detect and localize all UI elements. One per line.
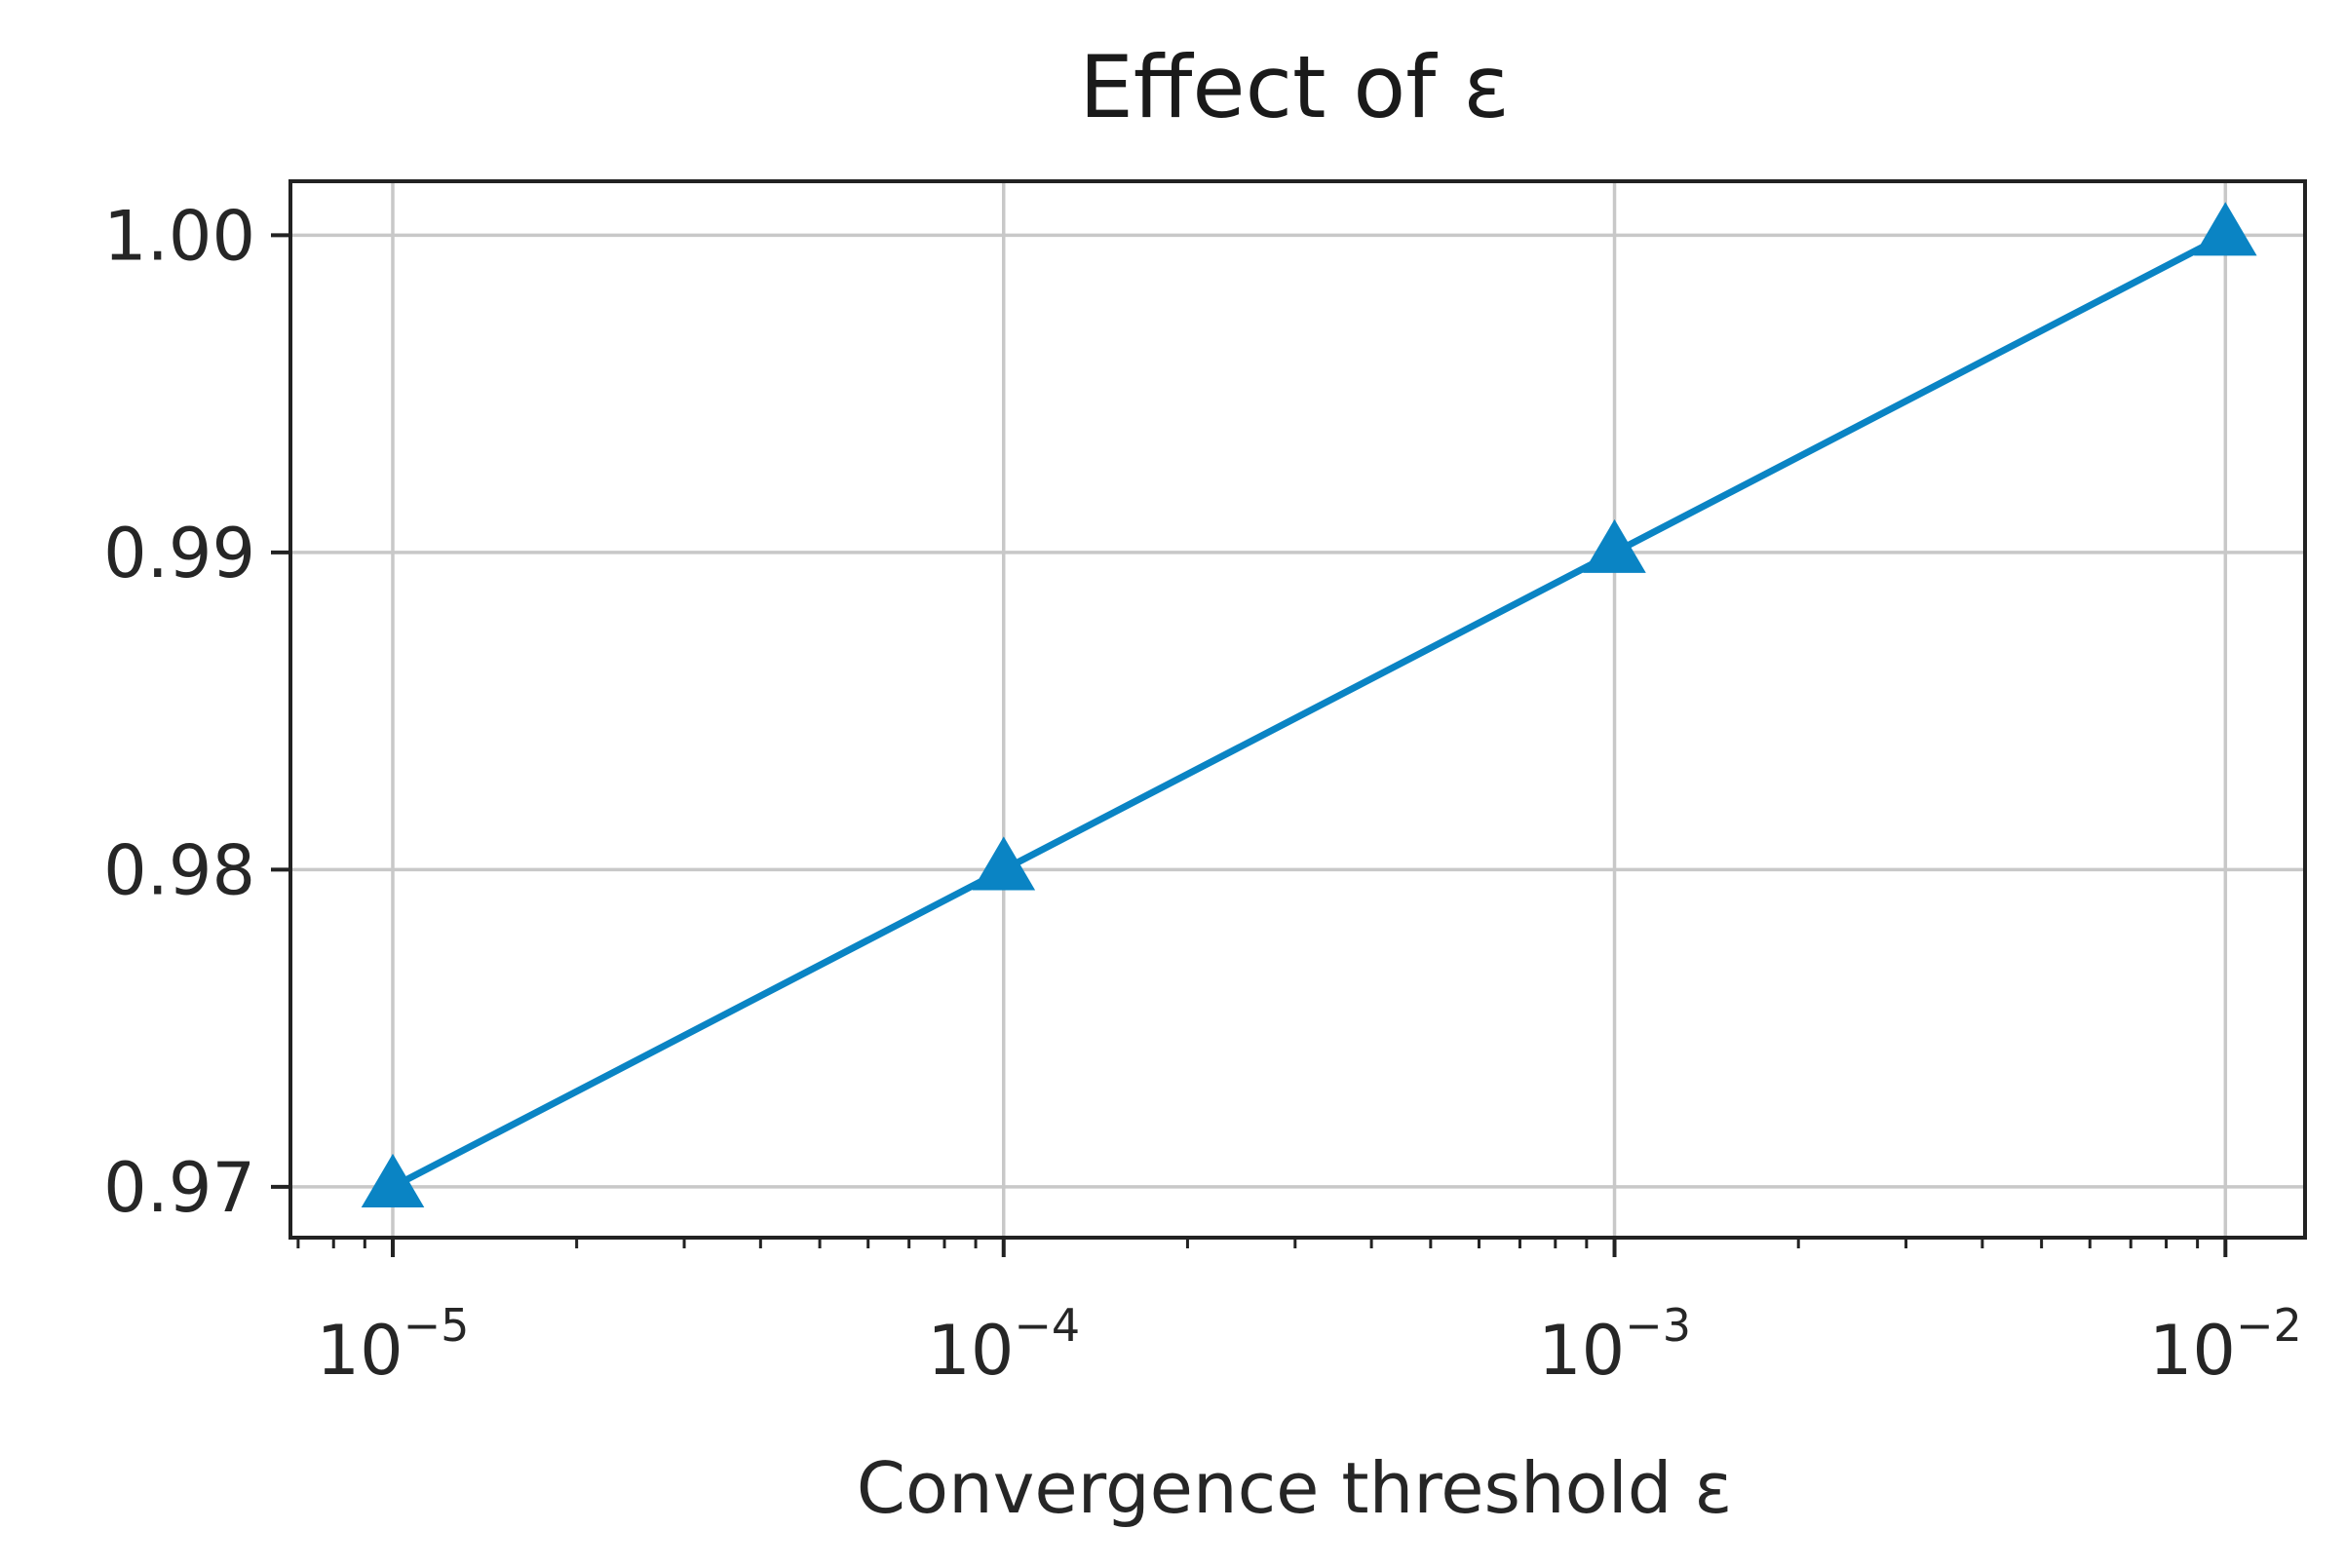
y-tick-label-2: 0.99 bbox=[103, 514, 255, 593]
chart-title: Effect of ε bbox=[1079, 37, 1510, 137]
plot-frame bbox=[288, 179, 2307, 1240]
x-tick-label-1: 10−4 bbox=[927, 1299, 1080, 1391]
data-point-0-2 bbox=[1583, 518, 1646, 573]
y-tick-label-0: 0.97 bbox=[103, 1148, 255, 1228]
y-axis-ticks: 0.97 0.98 0.99 1.00 bbox=[103, 196, 290, 1228]
y-tick-label-1: 0.98 bbox=[103, 830, 255, 910]
series-line-0 bbox=[389, 231, 2229, 1191]
axes-frame bbox=[288, 179, 2307, 1240]
y-tick-label-3: 1.00 bbox=[103, 196, 255, 276]
grid-lines bbox=[290, 181, 2305, 1238]
data-point-0-1 bbox=[972, 836, 1036, 891]
x-axis-ticks: 10−5 10−4 10−3 10−2 bbox=[296, 1238, 2302, 1391]
data-point-0-0 bbox=[361, 1153, 425, 1207]
data-point-0-3 bbox=[2194, 202, 2257, 256]
x-tick-label-3: 10−2 bbox=[2149, 1299, 2302, 1391]
x-tick-label-2: 10−3 bbox=[1538, 1299, 1691, 1391]
x-axis-label: Convergence threshold ε bbox=[857, 1447, 1733, 1529]
x-tick-label-0: 10−5 bbox=[317, 1299, 470, 1391]
series-layer bbox=[361, 202, 2257, 1207]
